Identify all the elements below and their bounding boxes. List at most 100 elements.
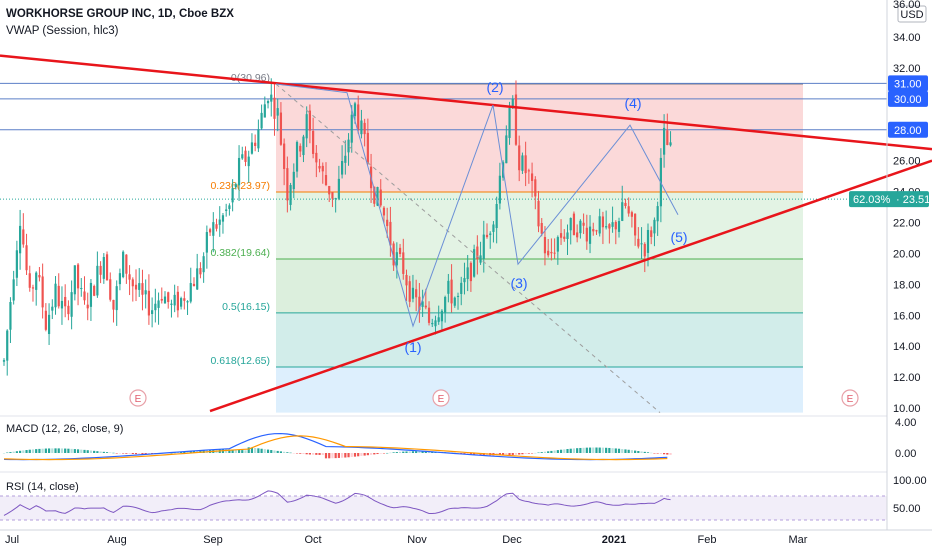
macd-histogram-bar xyxy=(321,453,324,456)
macd-histogram-bar xyxy=(582,447,585,453)
candle-body xyxy=(363,122,366,135)
macd-histogram-bar xyxy=(366,453,369,456)
macd-line xyxy=(3,432,668,461)
macd-histogram-bar xyxy=(598,447,601,453)
macd-histogram-bar xyxy=(57,448,60,453)
candle-body xyxy=(318,166,321,169)
macd-histogram-bar xyxy=(93,450,96,453)
candle-body xyxy=(585,227,588,242)
rsi-label[interactable]: RSI (14, close) xyxy=(6,481,79,493)
macd-histogram-bar xyxy=(392,452,395,453)
candle-body xyxy=(563,236,566,239)
macd-histogram-bar xyxy=(508,453,511,456)
candle-body xyxy=(279,112,283,145)
candle-body xyxy=(109,279,112,300)
candle-body xyxy=(289,185,292,205)
macd-histogram-bar xyxy=(511,453,514,455)
macd-histogram-bar xyxy=(556,450,559,453)
earnings-marker-3 xyxy=(841,389,859,407)
candle-body xyxy=(299,145,302,152)
candle-body xyxy=(35,272,38,290)
macd-histogram-bar xyxy=(630,450,633,453)
macd-histogram-bar xyxy=(543,451,547,453)
macd-histogram-bar xyxy=(273,450,276,453)
macd-histogram-bar xyxy=(585,447,588,453)
candle-body xyxy=(247,156,250,167)
macd-histogram-bar xyxy=(379,453,382,454)
macd-histogram-bar xyxy=(60,448,64,453)
candle-body xyxy=(283,143,286,170)
candle-body xyxy=(93,285,96,296)
candle-body xyxy=(553,252,556,254)
macd-histogram-bar xyxy=(234,449,237,453)
candle-body xyxy=(151,310,154,315)
macd-histogram-bar xyxy=(254,447,257,453)
candle-body xyxy=(415,289,418,298)
y-tick-label: 32.00 xyxy=(893,63,921,75)
candle-body xyxy=(112,299,115,310)
vwap-indicator-label[interactable]: VWAP (Session, hlc3) xyxy=(6,25,119,37)
macd-histogram-bar xyxy=(659,453,662,454)
macd-histogram-bar xyxy=(128,453,131,454)
candle-body xyxy=(305,114,308,139)
x-tick-label: 2021 xyxy=(602,534,626,546)
candle-body xyxy=(421,301,424,307)
candle-body xyxy=(192,283,196,287)
macd-histogram-bar xyxy=(305,453,308,455)
candle-body xyxy=(286,168,289,201)
candle-body xyxy=(386,219,389,227)
candle-body xyxy=(479,255,482,263)
macd-histogram-bar xyxy=(614,448,617,453)
candle-body xyxy=(321,165,324,172)
macd-histogram-bar xyxy=(250,447,254,453)
candle-body xyxy=(266,101,270,104)
macd-histogram-bar xyxy=(138,453,141,455)
macd-histogram-bar xyxy=(225,449,228,453)
earnings-marker-2 xyxy=(432,389,450,407)
rsi-line xyxy=(3,490,671,516)
macd-histogram-bar xyxy=(621,449,624,453)
candle-body xyxy=(86,304,89,309)
candle-body xyxy=(650,230,653,237)
candle-body xyxy=(518,145,521,171)
candle-body xyxy=(237,157,241,186)
macd-histogram-bar xyxy=(144,453,147,455)
candle-body xyxy=(653,219,656,234)
candle-body xyxy=(395,252,398,266)
candle-body xyxy=(460,282,463,294)
elliott-wave-path xyxy=(275,83,679,328)
macd-label[interactable]: MACD (12, 26, close, 9) xyxy=(6,423,124,435)
candle-body xyxy=(60,300,64,309)
candle-body xyxy=(524,155,527,174)
macd-histogram-bar xyxy=(369,453,373,455)
macd-histogram-bar xyxy=(47,448,51,453)
candle-body xyxy=(357,104,360,130)
macd-histogram-bar xyxy=(31,449,35,453)
macd-histogram-bar xyxy=(534,452,537,454)
candle-body xyxy=(431,322,434,325)
macd-histogram-bar xyxy=(73,449,76,453)
candle-body xyxy=(38,275,41,278)
fib-label-2: 0.382(19.64) xyxy=(210,247,270,259)
macd-histogram-bar xyxy=(112,452,115,454)
macd-histogram-bar xyxy=(183,451,186,453)
candle-body xyxy=(537,200,540,227)
candle-body xyxy=(270,94,273,102)
fib-zone-2 xyxy=(276,258,803,313)
macd-histogram-bar xyxy=(308,453,311,455)
macd-histogram-bar xyxy=(141,453,144,455)
macd-histogram-bar xyxy=(576,448,579,453)
price-tag-label-0: 31.00 xyxy=(894,78,922,90)
candle-body xyxy=(308,110,311,131)
candle-body xyxy=(572,213,576,236)
candle-body xyxy=(666,130,669,145)
candle-body xyxy=(559,233,563,238)
macd-histogram-bar xyxy=(83,449,86,453)
macd-histogram-bar xyxy=(295,453,299,454)
macd-histogram-bar xyxy=(318,453,321,455)
candle-body xyxy=(128,274,131,280)
candle-body xyxy=(366,132,369,164)
macd-histogram-bar xyxy=(105,452,109,453)
last-price-percent: 62.03% xyxy=(853,194,891,206)
